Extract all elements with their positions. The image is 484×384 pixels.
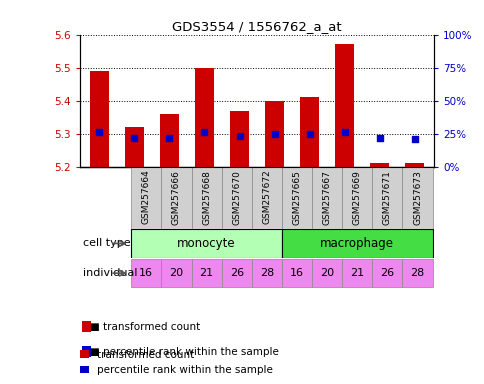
Text: cell type: cell type: [83, 238, 130, 248]
Text: 20: 20: [169, 268, 183, 278]
Text: 26: 26: [229, 268, 243, 278]
Bar: [311, 167, 342, 228]
Text: monocyte: monocyte: [177, 237, 235, 250]
Text: GSM257666: GSM257666: [172, 170, 181, 225]
Point: [305, 131, 313, 137]
Legend: transformed count, percentile rank within the sample: transformed count, percentile rank withi…: [80, 350, 272, 375]
Bar: [402, 167, 432, 228]
Text: GSM257664: GSM257664: [141, 170, 151, 225]
Bar: [161, 259, 191, 287]
Point: [410, 136, 418, 142]
Bar: [221, 259, 251, 287]
Bar: [161, 167, 191, 228]
Bar: [221, 167, 251, 228]
Bar: [159, 114, 179, 167]
Bar: [369, 163, 389, 167]
Bar: [251, 167, 281, 228]
Text: 16: 16: [139, 268, 153, 278]
Text: GSM257667: GSM257667: [322, 170, 331, 225]
Bar: [229, 111, 249, 167]
Bar: [404, 163, 424, 167]
Bar: [131, 229, 281, 258]
Bar: [334, 45, 354, 167]
Bar: [195, 68, 213, 167]
Point: [270, 131, 278, 137]
Text: GSM257665: GSM257665: [292, 170, 301, 225]
Text: GSM257670: GSM257670: [232, 170, 241, 225]
Bar: [191, 167, 221, 228]
Text: macrophage: macrophage: [319, 237, 393, 250]
Text: 28: 28: [409, 268, 424, 278]
Title: GDS3554 / 1556762_a_at: GDS3554 / 1556762_a_at: [172, 20, 341, 33]
Bar: [311, 259, 342, 287]
Bar: [131, 167, 161, 228]
Point: [235, 133, 243, 139]
Bar: [372, 259, 402, 287]
Point: [375, 134, 383, 141]
Text: 21: 21: [349, 268, 363, 278]
Bar: [342, 167, 372, 228]
Text: individual: individual: [83, 268, 137, 278]
Bar: [90, 71, 109, 167]
Bar: [131, 259, 161, 287]
Point: [200, 129, 208, 136]
Text: GSM257669: GSM257669: [352, 170, 361, 225]
Bar: [124, 127, 144, 167]
Bar: [342, 259, 372, 287]
Point: [95, 129, 103, 136]
Text: GSM257668: GSM257668: [202, 170, 211, 225]
Bar: [372, 167, 402, 228]
Text: 16: 16: [289, 268, 303, 278]
Bar: [281, 259, 311, 287]
Text: ■ transformed count: ■ transformed count: [90, 322, 199, 332]
Point: [165, 134, 173, 141]
Text: 20: 20: [319, 268, 333, 278]
Point: [130, 134, 138, 141]
Point: [340, 129, 348, 136]
Bar: [281, 229, 432, 258]
Text: 28: 28: [259, 268, 273, 278]
Text: 21: 21: [199, 268, 213, 278]
Bar: [264, 101, 284, 167]
Text: GSM257673: GSM257673: [412, 170, 421, 225]
Text: 26: 26: [379, 268, 393, 278]
Text: GSM257671: GSM257671: [382, 170, 391, 225]
Bar: [300, 97, 318, 167]
Bar: [402, 259, 432, 287]
Bar: [281, 167, 311, 228]
Bar: [251, 259, 281, 287]
Text: ■ percentile rank within the sample: ■ percentile rank within the sample: [90, 347, 278, 357]
Text: GSM257672: GSM257672: [262, 170, 271, 225]
Bar: [191, 259, 221, 287]
